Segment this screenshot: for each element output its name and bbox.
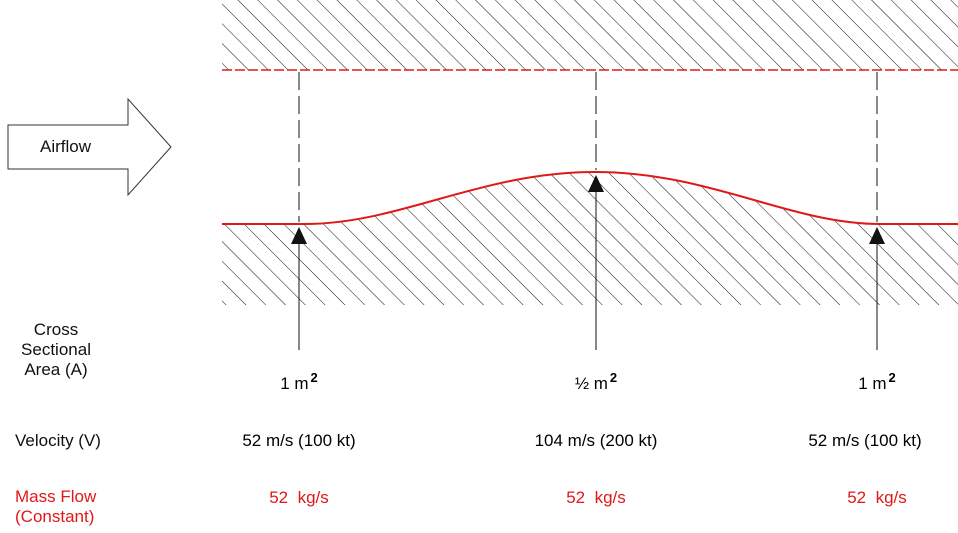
station-1-velocity: 52 m/s (100 kt): [242, 431, 356, 450]
station-arrow-1: [291, 227, 307, 350]
station-1-mass-flow: 52 kg/s: [269, 488, 329, 507]
station-arrow-3: [869, 227, 885, 350]
velocity-row-label: Velocity (V): [15, 431, 101, 450]
top-wall: [222, 0, 958, 71]
station-2-velocity: 104 m/s (200 kt): [534, 431, 658, 450]
bottom-wall: [222, 170, 958, 305]
airflow-label: Airflow: [40, 137, 92, 156]
area-row-label: Cross Sectional Area (A): [21, 320, 91, 379]
station-3-mass-flow: 52 kg/s: [847, 488, 907, 507]
station-3-velocity: 52 m/s (100 kt): [808, 431, 922, 450]
station-2-mass-flow: 52 kg/s: [566, 488, 626, 507]
bottom-wall-contour: [222, 170, 958, 225]
airflow-arrow: [7, 97, 172, 197]
mass-flow-row-label: Mass Flow (Constant): [15, 487, 97, 526]
dashed-guides: [298, 72, 878, 222]
station-arrow-2: [588, 175, 604, 350]
